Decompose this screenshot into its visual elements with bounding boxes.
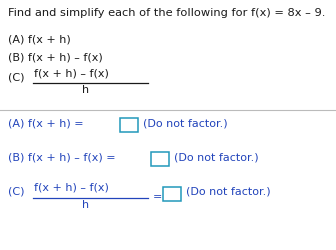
Text: =: = [153,192,162,202]
Text: Find and simplify each of the following for f(x) = 8x – 9.: Find and simplify each of the following … [8,8,325,18]
Text: (B) f(x + h) – f(x) =: (B) f(x + h) – f(x) = [8,152,116,162]
Text: (C): (C) [8,187,25,197]
Text: h: h [82,200,89,210]
Text: (C): (C) [8,72,25,82]
Text: (Do not factor.): (Do not factor.) [174,152,259,162]
Text: f(x + h) – f(x): f(x + h) – f(x) [34,183,109,193]
Text: (Do not factor.): (Do not factor.) [186,187,270,197]
Text: (B) f(x + h) – f(x): (B) f(x + h) – f(x) [8,52,103,62]
Text: (Do not factor.): (Do not factor.) [143,118,227,128]
Text: (A) f(x + h) =: (A) f(x + h) = [8,118,84,128]
Text: (A) f(x + h): (A) f(x + h) [8,35,71,45]
Text: f(x + h) – f(x): f(x + h) – f(x) [34,68,109,78]
Text: h: h [82,85,89,95]
